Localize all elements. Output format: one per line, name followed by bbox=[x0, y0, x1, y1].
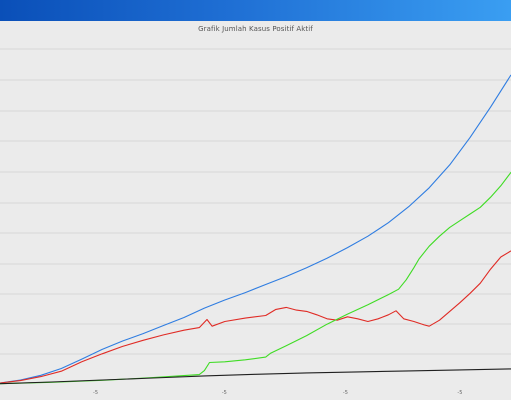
series-line-2 bbox=[0, 250, 511, 384]
series-line-3 bbox=[0, 171, 511, 385]
series-line-1 bbox=[0, 74, 511, 384]
x-tick-label: -5 bbox=[222, 390, 227, 396]
x-tick-label: -5 bbox=[343, 390, 348, 396]
chart-title: Grafik Jumlah Kasus Positif Aktif bbox=[198, 25, 313, 33]
window-titlebar[interactable] bbox=[0, 0, 511, 21]
series-line-4 bbox=[0, 368, 511, 385]
x-tick-label: -5 bbox=[93, 390, 98, 396]
x-tick-label: -5 bbox=[457, 390, 462, 396]
